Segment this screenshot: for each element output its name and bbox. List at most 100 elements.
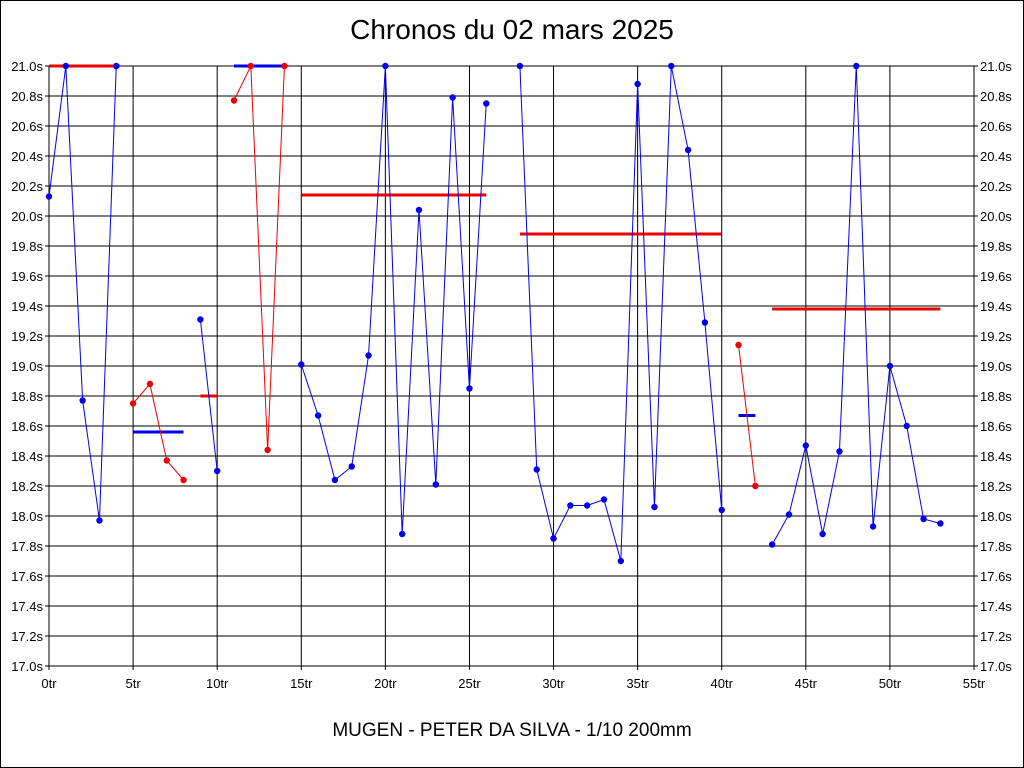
data-point xyxy=(651,503,658,511)
data-point xyxy=(398,530,406,538)
y-tick-label-right: 20.2s xyxy=(980,179,1012,194)
grid xyxy=(45,65,978,670)
y-tick-label-right: 19.4s xyxy=(980,299,1012,314)
y-tick-label-right: 19.2s xyxy=(980,329,1012,344)
data-point xyxy=(365,352,372,359)
y-tick-label-left: 20.6s xyxy=(11,119,43,134)
y-tick-label-left: 17.2s xyxy=(11,629,43,644)
y-tick-label-left: 20.8s xyxy=(11,89,43,104)
y-tick-label-right: 20.0s xyxy=(980,209,1012,224)
data-point xyxy=(920,515,927,523)
x-tick-label: 50tr xyxy=(879,676,902,691)
y-tick-label-left: 18.8s xyxy=(11,389,43,404)
data-point xyxy=(903,422,910,430)
data-point xyxy=(298,361,305,368)
series-line xyxy=(199,319,218,472)
y-tick-label-right: 18.6s xyxy=(980,419,1012,434)
data-point xyxy=(197,316,204,323)
y-tick-label-left: 18.0s xyxy=(11,509,43,524)
data-point xyxy=(768,541,776,548)
data-point xyxy=(567,502,574,509)
data-point xyxy=(735,341,742,349)
data-point xyxy=(314,412,322,419)
data-point xyxy=(583,502,591,509)
series-line xyxy=(132,382,184,481)
data-point xyxy=(684,146,692,154)
y-tick-label-left: 17.8s xyxy=(11,539,43,554)
y-tick-label-left: 17.6s xyxy=(11,569,43,584)
data-point xyxy=(264,446,271,454)
data-point xyxy=(247,62,255,70)
y-tick-label-left: 19.6s xyxy=(11,269,43,284)
y-tick-label-left: 18.4s xyxy=(11,449,43,464)
data-point xyxy=(600,496,608,503)
data-point xyxy=(869,523,877,530)
data-point xyxy=(634,80,641,88)
x-tick-label: 15tr xyxy=(290,676,313,691)
y-tick-label-right: 20.6s xyxy=(980,119,1012,134)
y-tick-label-right: 19.8s xyxy=(980,239,1012,254)
y-tick-label-right: 19.0s xyxy=(980,359,1012,374)
y-tick-label-right: 17.8s xyxy=(980,539,1012,554)
data-point xyxy=(382,62,389,70)
series-line xyxy=(300,65,487,535)
series-6 xyxy=(516,62,725,565)
x-tick-label: 30tr xyxy=(542,676,565,691)
x-tick-label: 35tr xyxy=(626,676,649,691)
data-point xyxy=(415,206,423,214)
y-tick-label-right: 18.2s xyxy=(980,479,1012,494)
x-tick-label: 10tr xyxy=(206,676,229,691)
y-tick-label-left: 20.4s xyxy=(11,149,43,164)
y-tick-label-left: 19.8s xyxy=(11,239,43,254)
series-4 xyxy=(230,62,288,454)
series-2 xyxy=(129,380,187,484)
y-tick-label-left: 17.0s xyxy=(11,659,43,674)
y-tick-label-right: 21.0s xyxy=(980,59,1012,74)
data-point xyxy=(45,193,53,200)
data-point xyxy=(752,482,759,490)
data-point xyxy=(886,362,894,370)
chart-title: Chronos du 02 mars 2025 xyxy=(350,14,674,45)
data-point xyxy=(668,62,675,70)
y-tick-label-right: 19.6s xyxy=(980,269,1012,284)
series-3 xyxy=(197,316,221,475)
x-tick-label: 40tr xyxy=(711,676,734,691)
y-tick-label-left: 18.2s xyxy=(11,479,43,494)
x-tick-label: 25tr xyxy=(458,676,481,691)
data-point xyxy=(432,481,440,488)
data-point xyxy=(163,457,170,464)
y-tick-label-left: 19.2s xyxy=(11,329,43,344)
series-line xyxy=(771,65,941,545)
y-tick-label-left: 17.4s xyxy=(11,599,43,614)
series-7 xyxy=(735,341,759,490)
axis-labels: 17.0s 17.0s 17.2s 17.2s 17.4s 17.4s 17.6s 17.6s… xyxy=(11,59,1012,691)
data-point xyxy=(79,397,86,404)
data-point xyxy=(836,448,843,455)
data-point xyxy=(96,517,103,524)
data-point xyxy=(281,62,288,70)
data-point xyxy=(483,100,490,107)
series-8 xyxy=(768,62,944,548)
data-point xyxy=(853,62,860,70)
series-line xyxy=(233,65,285,451)
data-point xyxy=(785,511,793,518)
plot-border xyxy=(48,65,975,667)
data-point xyxy=(449,94,456,101)
y-tick-label-left: 19.4s xyxy=(11,299,43,314)
data-point xyxy=(516,62,524,70)
data-point xyxy=(146,380,154,388)
y-tick-label-right: 20.8s xyxy=(980,89,1012,104)
data-point xyxy=(533,466,540,473)
chart-footer: MUGEN - PETER DA SILVA - 1/10 200mm xyxy=(332,720,692,741)
data-point xyxy=(819,530,826,538)
series-5 xyxy=(298,62,490,538)
series-line xyxy=(519,65,723,562)
x-tick-label: 0tr xyxy=(41,676,57,691)
data-point xyxy=(802,442,810,449)
x-tick-label: 45tr xyxy=(795,676,818,691)
average-lines xyxy=(49,64,941,434)
data-point xyxy=(937,520,944,527)
y-tick-label-right: 17.6s xyxy=(980,569,1012,584)
y-tick-label-right: 18.0s xyxy=(980,509,1012,524)
